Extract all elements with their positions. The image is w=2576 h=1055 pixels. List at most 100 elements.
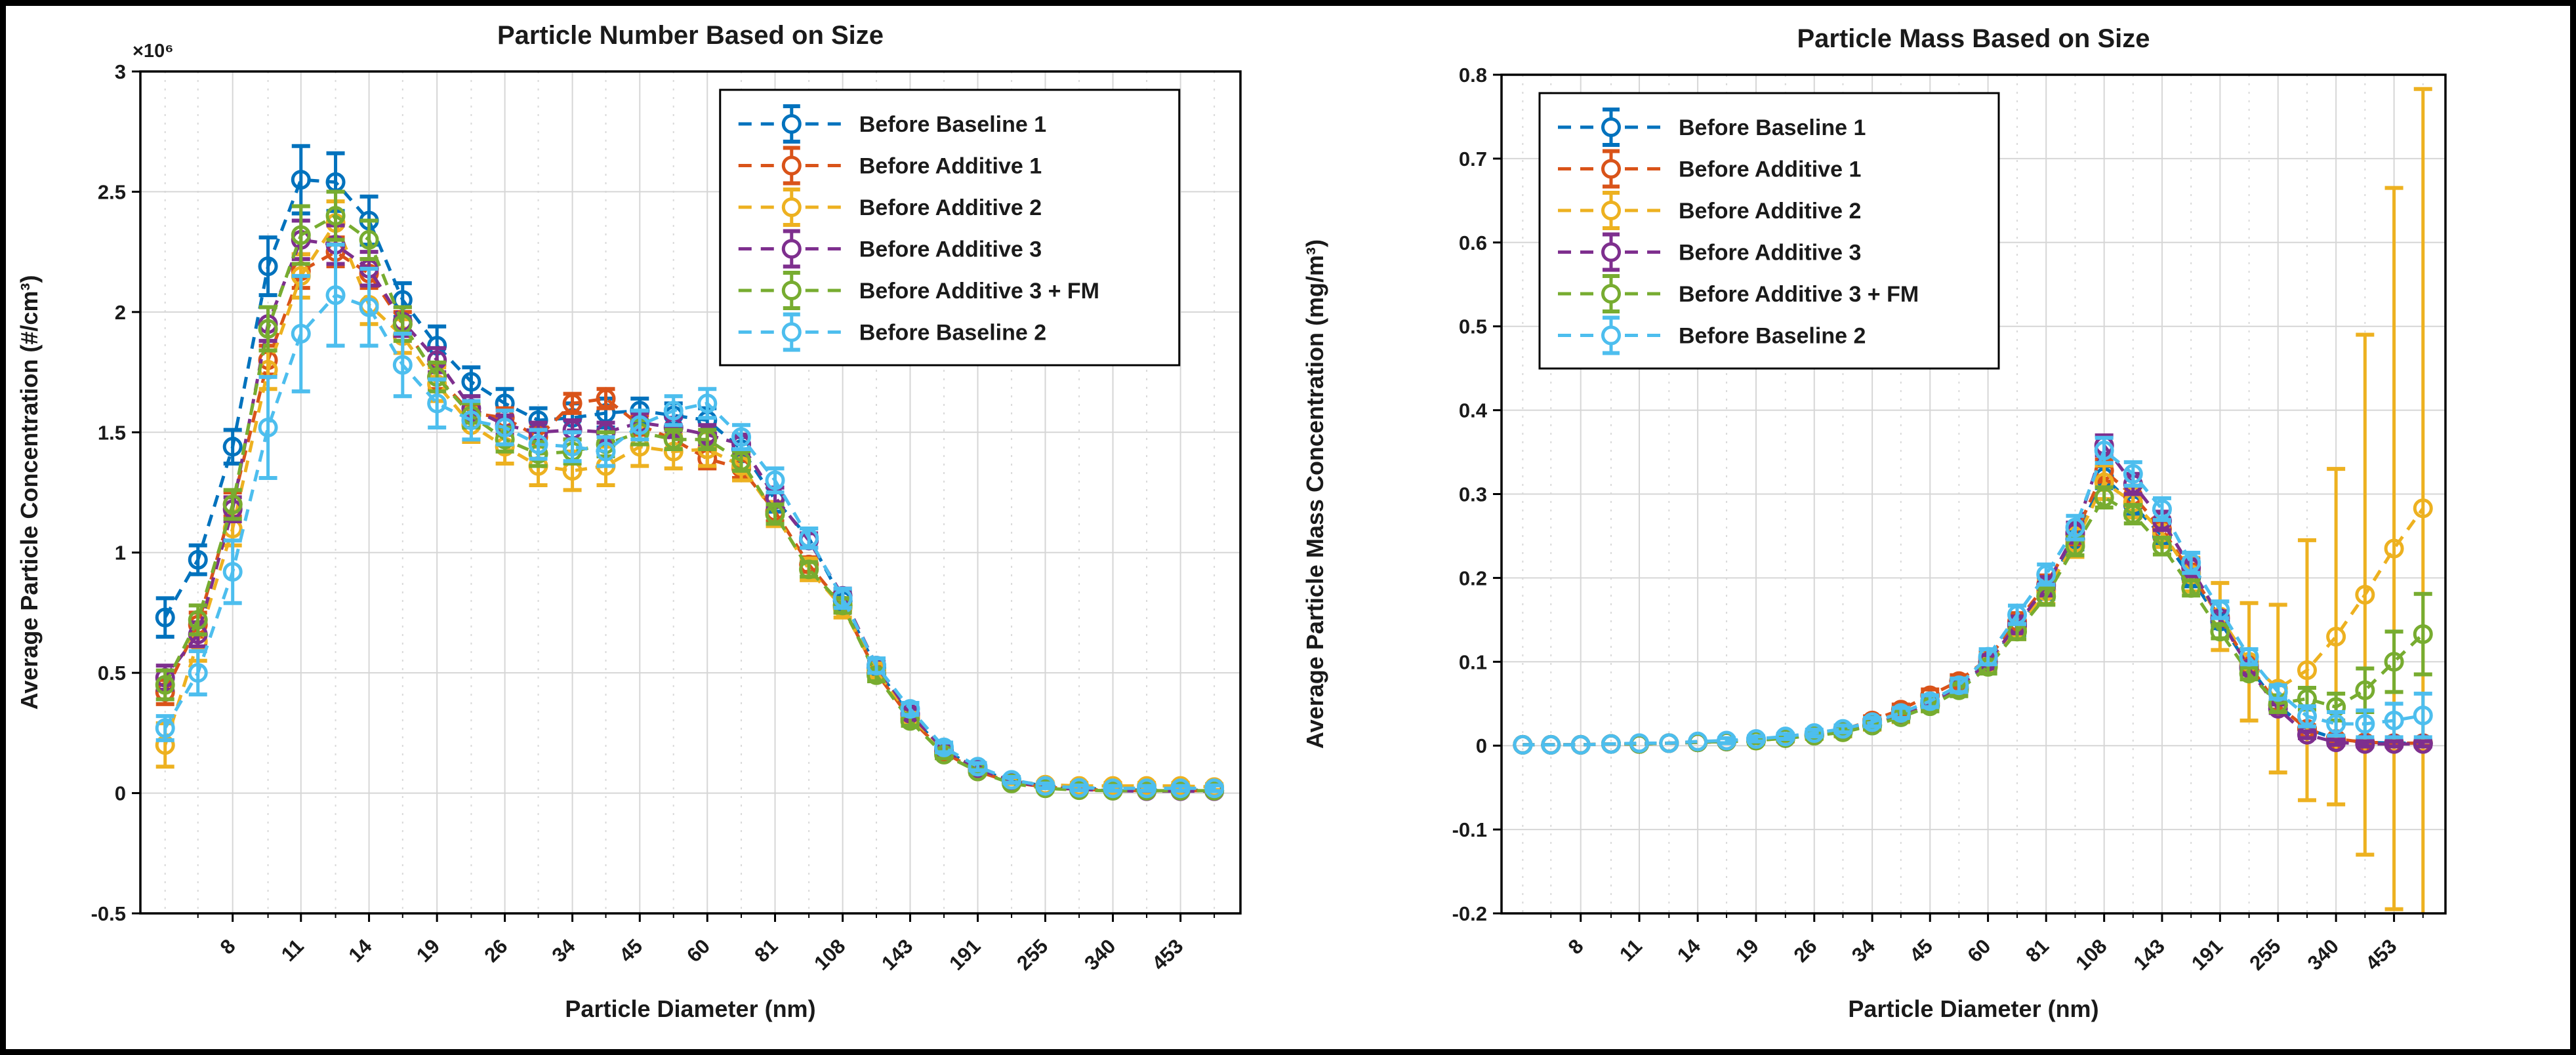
data-point-marker — [1629, 733, 1650, 753]
data-point-marker — [1002, 770, 1022, 790]
particle-number-chart: 8 11 14 19 26 34 45 60 81 108 143 191 255 340 453 -0.5 0… — [16, 21, 1242, 1022]
data-point-marker — [2181, 578, 2201, 598]
series-before-baseline-1 — [1513, 464, 2433, 755]
data-point-marker — [2413, 498, 2433, 519]
legend-label: Before Additive 3 — [859, 237, 1042, 262]
data-point-marker — [2355, 713, 2375, 734]
y-tick-label: -0.1 — [1452, 818, 1487, 841]
x-tick-label: 143 — [2129, 934, 2169, 974]
data-point-marker — [325, 206, 346, 226]
data-point-marker — [1137, 778, 1157, 799]
legend-entry-before-additive-2: Before Additive 2 — [1558, 191, 1861, 230]
data-point-marker — [155, 607, 175, 627]
data-point-marker — [1920, 691, 1940, 711]
data-point-marker — [2355, 680, 2375, 700]
data-point-marker — [867, 656, 887, 676]
x-tick-label: 11 — [277, 934, 308, 966]
data-point-marker — [968, 757, 988, 777]
legend-entry-before-baseline-2: Before Baseline 2 — [738, 312, 1046, 352]
data-point-marker — [222, 494, 243, 515]
data-point-marker — [258, 319, 278, 339]
legend-label: Before Baseline 2 — [1679, 324, 1866, 349]
data-point-marker — [528, 434, 548, 454]
data-point-marker — [1513, 734, 1533, 755]
data-point-marker — [1204, 778, 1225, 799]
x-tick-label: 34 — [547, 934, 580, 967]
data-point-marker — [1688, 731, 1708, 751]
panel-particle-mass: 8 11 14 19 26 34 45 60 81 108 143 191 255 340 453 -0.2 -… — [1292, 6, 2569, 1048]
data-point-marker — [359, 229, 379, 250]
legend-entry-before-additive-3: Before Additive 3 — [738, 229, 1042, 269]
data-point-marker — [2123, 464, 2143, 484]
legend-entry-before-baseline-1: Before Baseline 1 — [738, 104, 1046, 144]
data-point-marker — [934, 737, 954, 757]
data-point-marker — [1069, 778, 1090, 798]
x-tick-label: 8 — [216, 934, 240, 959]
legend-label: Before Additive 3 + FM — [1679, 282, 1919, 307]
data-point-marker — [2123, 504, 2143, 525]
data-point-marker — [1775, 727, 1795, 747]
legend-label: Before Additive 3 + FM — [859, 279, 1099, 304]
y-tick-label: 1.5 — [98, 421, 126, 444]
y-tick-label: -0.2 — [1452, 902, 1487, 925]
plot-area — [155, 144, 1225, 801]
data-point-marker — [2210, 622, 2230, 642]
y-tick-label: 0.1 — [1459, 650, 1487, 673]
legend-entry-before-additive-2: Before Additive 2 — [738, 188, 1042, 227]
data-point-marker — [1949, 675, 1969, 696]
data-point-marker — [2036, 565, 2056, 585]
x-tick-label: 14 — [344, 934, 377, 967]
legend: Before Baseline 1 Before Additive 1 Before… — [1538, 92, 2000, 370]
data-point-marker — [291, 225, 311, 245]
data-point-marker — [1601, 734, 1621, 754]
series-before-baseline-2 — [1513, 435, 2433, 755]
x-tick-label: 11 — [1615, 934, 1646, 966]
data-point-marker — [2268, 682, 2288, 702]
data-point-marker — [2007, 605, 2028, 625]
y-tick-label: 2.5 — [98, 180, 126, 203]
data-point-marker — [1659, 733, 1679, 753]
legend-label: Before Additive 1 — [859, 154, 1042, 179]
data-point-marker — [2326, 713, 2346, 734]
data-point-marker — [155, 675, 175, 695]
axes — [1493, 73, 2447, 922]
legend-label: Before Baseline 1 — [1679, 115, 1866, 140]
x-tick-label: 14 — [1673, 934, 1706, 967]
y-tick-label: 0.2 — [1459, 567, 1487, 589]
data-point-marker — [596, 441, 616, 462]
chart-title: Particle Mass Based on Size — [1797, 24, 2150, 53]
x-tick-label: 26 — [480, 934, 512, 966]
legend-label: Before Baseline 2 — [859, 321, 1046, 346]
data-point-marker — [291, 170, 311, 190]
legend-label: Before Additive 3 — [1679, 241, 1861, 266]
data-point-marker — [291, 323, 311, 344]
data-point-marker — [799, 528, 819, 548]
data-point-marker — [1862, 712, 1883, 732]
y-tick-label: 0.6 — [1459, 231, 1487, 254]
y-tick-label: 3 — [115, 60, 126, 83]
y-tick-label: -0.5 — [91, 902, 126, 925]
data-point-marker — [2036, 586, 2056, 607]
data-point-marker — [596, 388, 616, 408]
y-tick-label: 0 — [1476, 734, 1487, 757]
data-point-marker — [1746, 728, 1767, 749]
data-point-marker — [427, 393, 447, 414]
legend-entry-before-additive-3: Before Additive 3 — [1558, 232, 1861, 272]
data-point-marker — [1833, 719, 1853, 739]
data-point-marker — [2413, 624, 2433, 645]
legend-entry-before-additive-3-fm: Before Additive 3 + FM — [738, 271, 1099, 310]
series-before-additive-3-fm — [1513, 485, 2433, 755]
y-tick-label: 0.4 — [1459, 399, 1488, 422]
data-point-marker — [663, 401, 684, 421]
data-point-marker — [663, 429, 684, 450]
data-point-marker — [2326, 626, 2346, 647]
x-tick-label: 453 — [2361, 934, 2401, 974]
legend-entry-before-additive-3-fm: Before Additive 3 + FM — [1558, 274, 1919, 313]
legend-entry-before-additive-1: Before Additive 1 — [738, 146, 1042, 186]
x-axis-label: Particle Diameter (nm) — [1848, 995, 2098, 1022]
data-point-marker — [188, 610, 208, 630]
y-tick-label: 0 — [115, 782, 126, 805]
x-tick-label: 45 — [615, 934, 647, 966]
data-point-marker — [2297, 706, 2317, 727]
series-before-additive-1 — [1513, 458, 2433, 755]
